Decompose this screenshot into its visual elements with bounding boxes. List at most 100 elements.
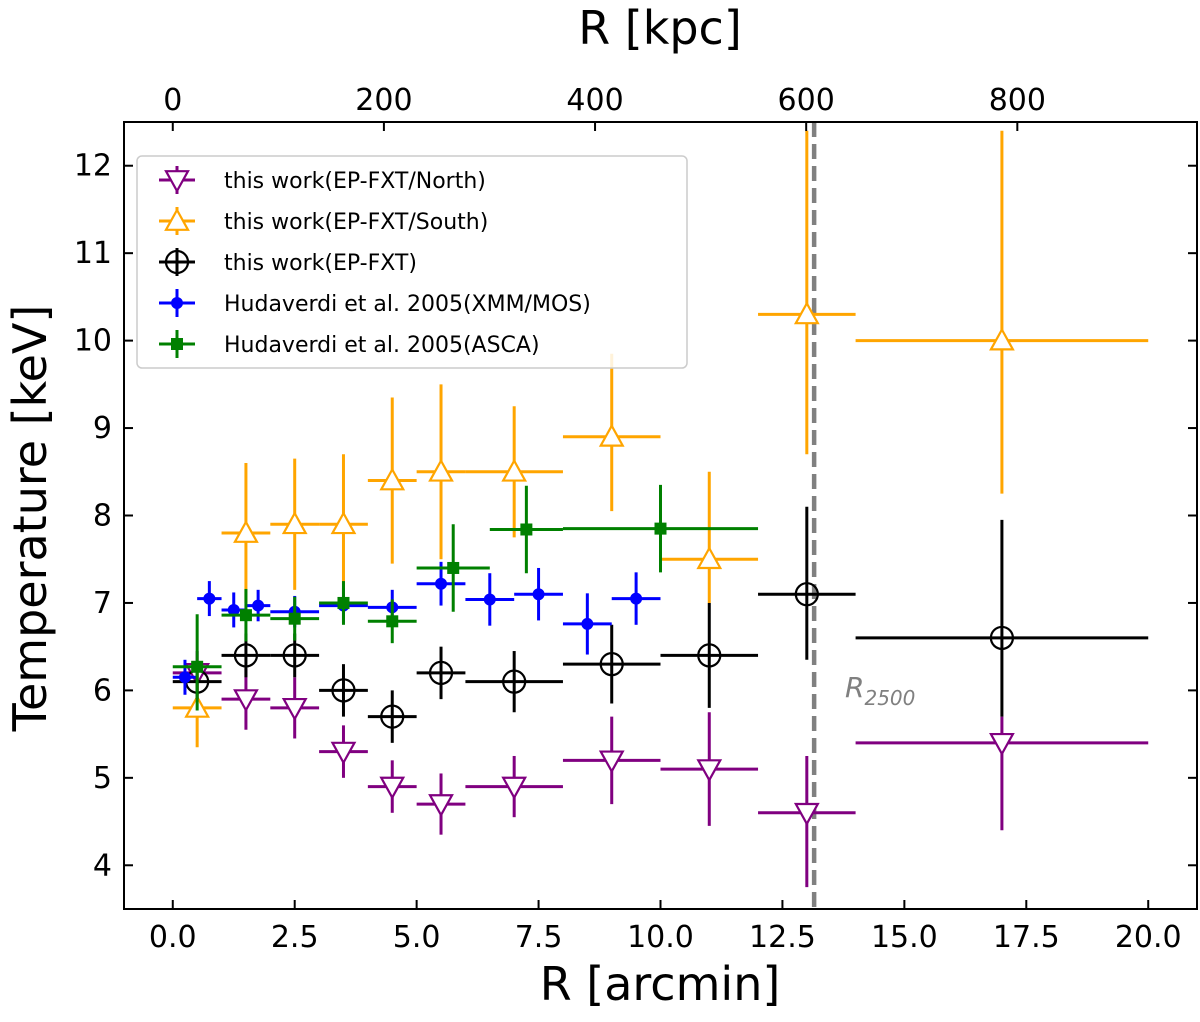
marker	[502, 669, 527, 694]
legend-entry: this work(EP-FXT/North)	[159, 166, 486, 194]
y-tick-label: 12	[74, 149, 112, 184]
data-point	[562, 484, 759, 573]
data-point	[660, 602, 759, 708]
data-point	[416, 646, 466, 700]
y-tick-label: 8	[93, 499, 112, 534]
marker	[330, 510, 357, 535]
y-tick-label: 11	[74, 236, 112, 271]
legend-marker	[164, 249, 190, 275]
top-tick-label: 800	[989, 83, 1046, 118]
data-point	[319, 725, 368, 778]
marker	[386, 615, 399, 628]
data-point	[270, 596, 320, 641]
data-point	[416, 524, 490, 612]
data-point	[855, 130, 1149, 494]
data-point	[465, 406, 563, 538]
data-point	[367, 599, 417, 644]
legend-entry: this work(EP-FXT)	[159, 248, 417, 276]
marker	[532, 588, 545, 601]
legend-entry: Hudaverdi et al. 2005(XMM/MOS)	[159, 289, 591, 317]
marker	[191, 660, 204, 673]
data-point	[367, 760, 417, 813]
y-tick-label: 7	[93, 586, 112, 621]
marker	[989, 732, 1015, 757]
y-tick-label: 10	[74, 324, 112, 359]
data-point	[465, 573, 515, 626]
top-tick-label: 600	[778, 83, 835, 118]
r2500-label: R2500	[845, 671, 915, 710]
marker	[794, 582, 819, 607]
marker	[428, 458, 454, 482]
legend-label: Hudaverdi et al. 2005(XMM/MOS)	[224, 292, 591, 317]
marker	[178, 671, 191, 684]
top-axis-title: R [kpc]	[578, 1, 742, 55]
marker	[599, 652, 624, 677]
marker	[233, 643, 259, 668]
data-point	[197, 581, 222, 617]
data-point	[319, 454, 368, 595]
legend-label: Hudaverdi et al. 2005(ASCA)	[224, 333, 540, 358]
data-point	[758, 506, 856, 660]
data-point	[855, 716, 1149, 831]
marker	[483, 593, 496, 606]
data-point	[465, 651, 563, 713]
x-tick-label: 7.5	[515, 920, 563, 955]
series-0	[172, 651, 1149, 888]
data-point	[514, 567, 563, 621]
marker	[282, 643, 307, 668]
data-point	[660, 471, 759, 603]
data-point	[367, 397, 417, 564]
y-axis-title: Temperature [keV]	[3, 305, 57, 733]
data-point	[221, 588, 271, 642]
r2500-label-main: R	[845, 671, 864, 704]
data-point	[367, 690, 417, 743]
marker	[435, 577, 448, 590]
marker	[630, 592, 643, 605]
data-point	[270, 458, 320, 590]
marker	[581, 617, 594, 630]
marker	[281, 510, 308, 535]
marker	[697, 643, 722, 668]
legend-marker	[164, 170, 190, 194]
legend-frame	[136, 155, 688, 369]
top-tick-label: 200	[355, 83, 412, 118]
x-tick-label: 17.5	[993, 920, 1060, 955]
series-2	[172, 506, 1149, 743]
data-point	[562, 716, 661, 805]
data-point	[319, 581, 368, 625]
marker	[379, 467, 406, 491]
data-point	[465, 755, 563, 818]
marker	[288, 612, 301, 625]
marker	[233, 519, 259, 543]
marker	[379, 776, 406, 800]
series-layer	[172, 130, 1149, 888]
legend-label: this work(EP-FXT/South)	[224, 210, 488, 235]
marker	[252, 599, 265, 612]
marker	[598, 423, 625, 447]
legend-label: this work(EP-FXT/North)	[224, 169, 486, 194]
data-point	[221, 463, 271, 603]
series-4	[172, 484, 759, 711]
data-point	[416, 384, 466, 560]
x-tick-label: 2.5	[271, 920, 319, 955]
data-point	[562, 624, 661, 704]
data-point	[416, 773, 466, 835]
marker	[330, 741, 357, 765]
data-point	[489, 485, 563, 574]
marker	[598, 750, 625, 774]
marker	[654, 522, 667, 535]
marker	[428, 794, 454, 818]
series-1	[172, 130, 1149, 748]
data-point	[270, 633, 320, 678]
x-tick-label: 12.5	[749, 920, 816, 955]
marker	[337, 596, 350, 609]
data-point	[562, 593, 612, 655]
x-axis-title: R [arcmin]	[540, 957, 781, 1011]
marker	[793, 802, 820, 827]
marker	[520, 523, 533, 536]
ticks-layer: 0.0 2.5 5.0 7.5 10.0 12.5 15.0 17.5 20.0 4 5 6 7 8 9 10…	[74, 83, 1197, 955]
x-tick-label: 5.0	[393, 920, 441, 955]
y-tick-label: 9	[93, 411, 112, 446]
marker	[989, 327, 1015, 351]
